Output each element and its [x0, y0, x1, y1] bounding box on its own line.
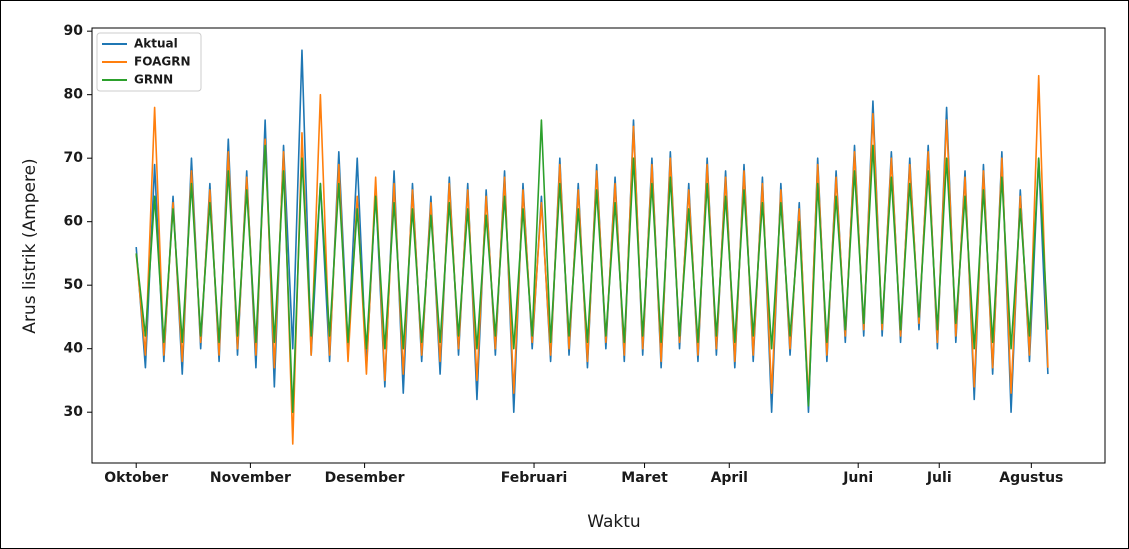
legend-box: [96, 32, 202, 92]
x-tick-label: Februari: [501, 470, 568, 486]
legend-label: GRNN: [134, 73, 173, 87]
x-tick-label: Agustus: [999, 470, 1063, 486]
y-tick-label: 90: [64, 23, 84, 39]
x-tick-label: Maret: [621, 470, 668, 486]
x-axis-label: Waktu: [587, 512, 640, 532]
x-tick-label: Desember: [325, 470, 405, 486]
plot-frame: [91, 27, 1106, 464]
y-tick-label: 80: [64, 87, 84, 103]
legend-label: FOAGRN: [134, 55, 191, 69]
y-axis-label: Arus listrik (Ampere): [20, 158, 40, 333]
x-tick-label: Juni: [842, 470, 873, 486]
legend-label: Aktual: [134, 37, 178, 51]
y-tick-label: 30: [64, 404, 84, 420]
x-tick-label: April: [711, 470, 748, 486]
x-tick-label: Juli: [926, 470, 952, 486]
y-tick-label: 40: [64, 341, 84, 357]
y-tick-label: 60: [64, 214, 84, 230]
x-tick-label: Oktober: [104, 470, 168, 486]
series-line: [135, 119, 1049, 413]
y-tick-label: 50: [64, 277, 84, 293]
y-tick-label: 70: [64, 150, 84, 166]
x-tick-label: November: [210, 470, 291, 486]
